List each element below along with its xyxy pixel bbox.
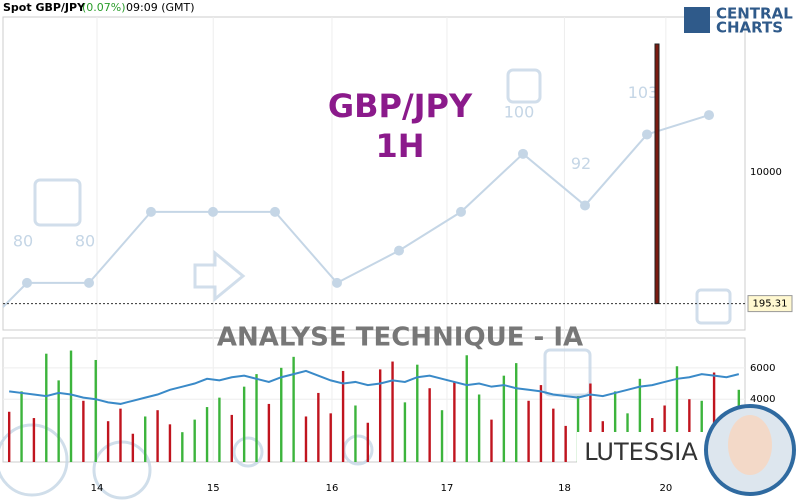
x-tick-label: 15 [207, 483, 220, 494]
volume-bar [317, 392, 320, 462]
volume-bar [539, 385, 543, 462]
volume-bar [45, 353, 48, 462]
volume-bar [255, 374, 258, 462]
watermark-point [208, 206, 218, 217]
watermark-point [146, 206, 156, 217]
volume-bar [391, 361, 394, 462]
volume-bar [156, 410, 159, 462]
y-tick-label: 6000 [750, 363, 775, 374]
volume-bar [205, 407, 209, 462]
volume-bar [354, 405, 357, 462]
volume-bar [329, 413, 332, 462]
volume-bar [712, 372, 716, 462]
volume-bar [589, 383, 592, 462]
volume-bar [106, 421, 110, 462]
volume-bar [144, 416, 147, 462]
volume-bar [7, 411, 11, 462]
symbol: Spot GBP/JPY [3, 1, 86, 14]
x-tick-label: 20 [659, 483, 672, 494]
volume-bar [440, 410, 444, 462]
volume-bar [20, 391, 23, 462]
volume-bar [564, 425, 567, 462]
candle [654, 43, 660, 305]
y-tick-label: 4000 [750, 394, 775, 405]
volume-bar [428, 388, 431, 462]
volume-bar [32, 418, 36, 462]
watermark-label: 80 [13, 231, 33, 250]
watermark-label: 80 [75, 231, 95, 250]
watermark-label: 103 [628, 83, 659, 102]
volume-bar [168, 424, 172, 462]
change: (0.07%) [82, 1, 126, 14]
watermark-point [394, 245, 404, 256]
price-tag-text: 195.31 [753, 299, 788, 310]
x-tick-label: 16 [326, 483, 339, 494]
watermark-label: 92 [571, 154, 591, 173]
avatar-face [728, 415, 772, 475]
volume-bar [119, 408, 122, 462]
volume-bar [515, 363, 518, 462]
volume-bar [82, 400, 85, 462]
volume-bar [490, 419, 493, 462]
chart-title: GBP/JPY [328, 87, 473, 125]
watermark-point [22, 277, 32, 288]
volume-bar [688, 399, 691, 462]
watermark-point [456, 206, 466, 217]
volume-bar [57, 380, 60, 462]
watermark-point [704, 110, 714, 121]
volume-bar [242, 386, 246, 462]
volume-bar [477, 394, 481, 462]
volume-bar [613, 391, 617, 462]
x-tick-label: 14 [91, 483, 104, 494]
volume-bar [193, 419, 196, 462]
watermark-point [580, 200, 590, 211]
volume-line [9, 369, 740, 405]
watermark-point [332, 277, 342, 288]
volume-bar [69, 350, 73, 462]
volume-bar [403, 402, 407, 462]
brand-box [577, 432, 707, 472]
x-tick-label: 17 [441, 483, 454, 494]
watermark-label: 100 [504, 102, 535, 121]
price-tag [747, 295, 793, 313]
volume-bar [675, 366, 679, 462]
volume-bar [527, 400, 530, 462]
volume-bar [378, 369, 382, 462]
watermark-point [642, 129, 652, 140]
logo-text: CENTRAL [716, 5, 793, 23]
volume-bar [552, 408, 555, 462]
volume-bar [218, 397, 221, 462]
volume-bar [416, 364, 419, 462]
volume-bar [465, 355, 468, 462]
volume-bar [292, 356, 295, 462]
logo-icon [684, 7, 710, 33]
timeframe: 1H [375, 127, 424, 165]
watermark-point [270, 206, 280, 217]
price-panel [2, 16, 746, 331]
volume-bar [366, 422, 370, 462]
volume-bar [638, 378, 642, 462]
time: 09:09 (GMT) [126, 1, 195, 14]
watermark-icons [0, 68, 732, 500]
volume-bar [280, 367, 283, 462]
volume-bar [304, 416, 308, 462]
watermark-point [84, 277, 94, 288]
volume-bar [181, 432, 184, 462]
x-tick-label: 18 [558, 483, 571, 494]
volume-bar [267, 403, 271, 462]
watermark-point [518, 148, 528, 159]
volume-bar [94, 359, 97, 462]
price-axis-label: 10000 [750, 167, 782, 178]
volume-bar [700, 400, 703, 462]
volume-bar [453, 381, 456, 462]
brand: LUTESSIA [584, 438, 698, 466]
logo-text: CHARTS [716, 19, 783, 37]
volume-bar [341, 370, 345, 462]
volume-bar [131, 433, 135, 462]
volume-bar [230, 414, 233, 462]
volume-bar [502, 375, 506, 462]
banner: ANALYSE TECHNIQUE - IA [217, 323, 583, 353]
volume-bar [576, 396, 580, 462]
